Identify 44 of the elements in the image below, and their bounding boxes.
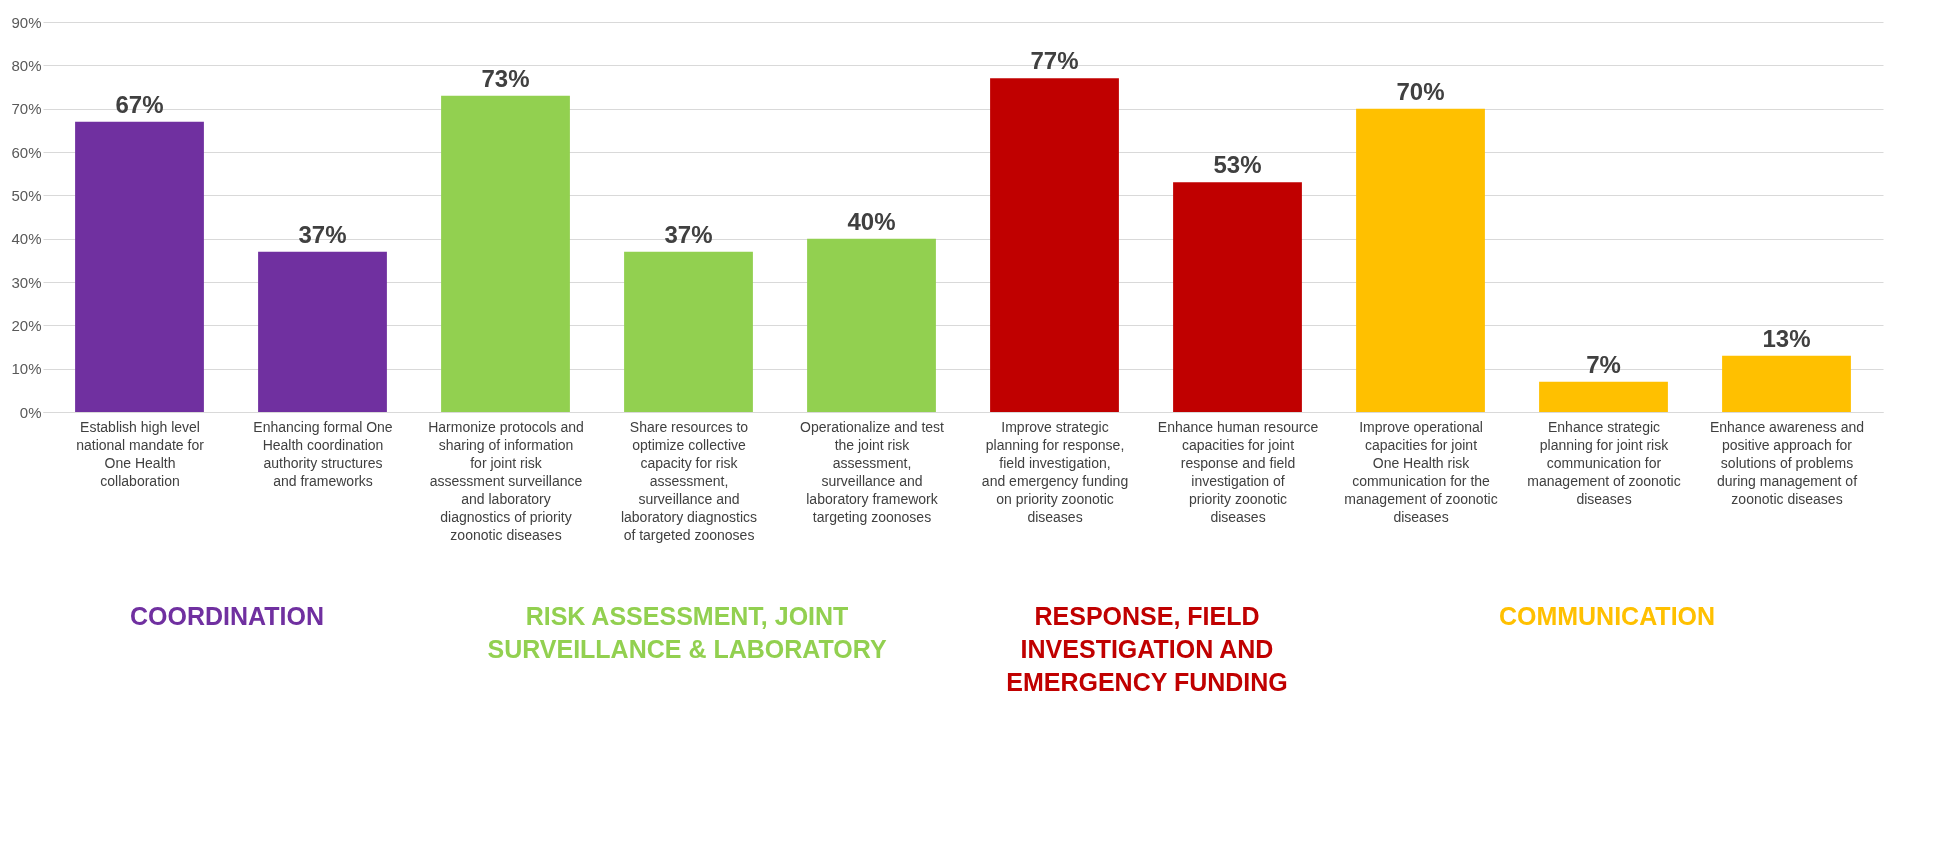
y-tick-label: 70% <box>11 100 42 118</box>
bar <box>1356 108 1485 412</box>
data-label: 77% <box>1030 47 1079 75</box>
x-tick-label: Enhancing formal One Health coordination authority structures and frameworks <box>253 418 393 489</box>
data-label: 73% <box>481 64 530 92</box>
x-tick-label: Enhance human resource capacities for joint response and field investigation of priority zoonotic diseases <box>1157 418 1319 525</box>
bar <box>990 78 1119 412</box>
y-tick-label: 90% <box>11 13 42 31</box>
x-tick-label: Enhance awareness and positive approach for solutions of problems during management of zoonotic diseases <box>1709 418 1865 507</box>
data-label: 53% <box>1213 151 1262 179</box>
x-tick-label: Establish high level national mandate for One Health collaboration <box>76 418 205 489</box>
x-tick-label: Improve operational capacities for joint One Health risk communication for the management of zoonotic diseases <box>1344 418 1498 525</box>
bar <box>75 121 204 412</box>
data-label: 37% <box>664 220 713 248</box>
text: COORDINATION <box>130 602 324 630</box>
text: RESPONSE, FIELD INVESTIGATION AND EMERGENCY FUNDING <box>1006 602 1288 696</box>
bar <box>441 95 570 412</box>
y-tick-label: 30% <box>11 273 42 291</box>
y-tick-label: 0% <box>19 403 42 421</box>
x-tick-label: Improve strategic planning for response, field investigation, and emergency funding on priority zoonotic diseases <box>981 418 1129 525</box>
bar <box>1539 381 1668 412</box>
bar <box>624 251 753 412</box>
x-tick-label: Share resources to optimize collective capacity for risk assessment, surveillance and laboratory diagnostics of targeted zoonoses <box>620 418 758 543</box>
x-tick-label: Harmonize protocols and sharing of information for joint risk assessment surveillance and laboratory diagnostics of priority zoonotic diseases <box>428 418 584 543</box>
bar <box>1722 355 1851 412</box>
data-label: 7% <box>1586 350 1621 378</box>
bar <box>258 251 387 412</box>
y-tick-label: 60% <box>11 143 42 161</box>
data-label: 13% <box>1762 324 1811 352</box>
data-label: 40% <box>847 207 896 235</box>
data-label: 70% <box>1396 77 1445 105</box>
y-tick-label: 20% <box>11 316 42 334</box>
text: RISK ASSESSMENT, JOINT SURVEILLANCE & LABORATORY <box>487 602 887 663</box>
y-tick-label: 80% <box>11 56 42 74</box>
x-tick-label: Enhance strategic planning for joint risk communication for management of zoonotic diseases <box>1527 418 1681 507</box>
y-tick-label: 50% <box>11 186 42 204</box>
bar <box>807 238 936 412</box>
data-label: 67% <box>115 90 164 118</box>
text: COMMUNICATION <box>1498 602 1716 630</box>
data-label: 37% <box>298 220 347 248</box>
x-tick-label: Operationalize and test the joint risk assessment, surveillance and laboratory framework targeting zoonoses <box>800 418 945 525</box>
y-tick-label: 40% <box>11 230 42 248</box>
bar <box>1173 182 1302 412</box>
y-tick-label: 10% <box>11 360 42 378</box>
